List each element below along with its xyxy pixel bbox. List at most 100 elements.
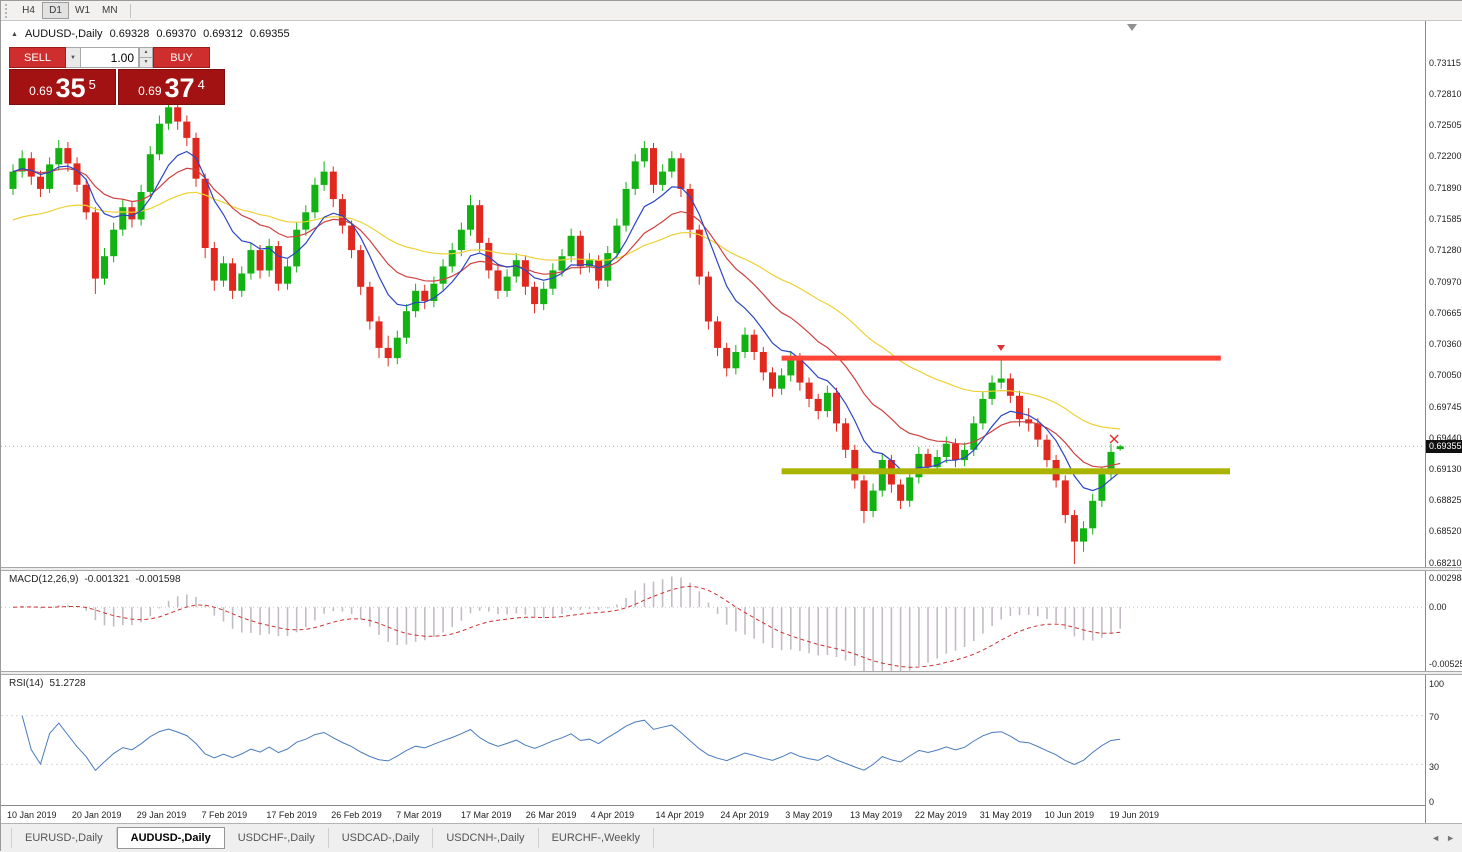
rsi-scale-label: 100 [1429,679,1445,689]
price-tick-label: 0.69440 [1429,432,1462,443]
candle-body [695,229,703,277]
macd-signal-value: -0.001598 [135,574,181,585]
timeframe-toolbar: H4 D1 W1 MN [1,1,1462,21]
ma-line-fast [12,150,1121,492]
date-axis-label: 13 May 2019 [850,810,903,820]
candle-body [668,158,676,172]
candle-body [119,207,127,230]
resistance-line[interactable] [781,355,1221,361]
candle-body [1089,500,1097,529]
candle-body [9,171,17,189]
candle-body [238,273,246,291]
candle-body [686,188,694,230]
tab-eurchf-weekly[interactable]: EURCHF-,Weekly [539,828,654,848]
candle-body [27,158,35,177]
candle-body [412,290,420,312]
panel-splitter-macd[interactable] [1,567,1462,571]
candle-body [18,158,26,172]
date-axis-label: 7 Feb 2019 [201,810,248,820]
candle-body [805,382,813,399]
candle-body [375,321,383,348]
price-tick-label: 0.71585 [1429,213,1462,224]
buy-price-display[interactable]: 0.69 37 4 [118,69,225,105]
candle-body [457,229,465,251]
candle-body [1016,395,1023,420]
rsi-scale-label: 0 [1429,797,1435,807]
buy-button[interactable]: BUY [153,47,210,68]
chart-shift-icon[interactable] [1127,24,1137,31]
candle-body [613,225,621,254]
rsi-indicator-panel[interactable] [1,675,1425,805]
date-axis[interactable]: 10 Jan 2019 20 Jan 2019 29 Jan 2019 7 Feb 2… [1,805,1462,823]
candle-body [851,449,859,481]
sell-button[interactable]: SELL [9,47,66,68]
candle-body [823,392,831,412]
macd-signal-line [12,585,1121,668]
macd-indicator-panel[interactable] [1,571,1425,671]
sell-price-pip-digit: 5 [88,77,96,92]
tab-audusd-daily[interactable]: AUDUSD-,Daily [116,827,225,849]
price-tick-label: 0.70050 [1429,370,1462,381]
support-line[interactable] [781,468,1230,475]
timeframe-w1-button[interactable]: W1 [75,5,90,16]
candle-body [476,205,484,243]
toolbar-grip[interactable] [5,3,10,18]
candle-body [732,352,740,369]
candle-body [430,283,438,301]
candle-body [274,246,282,284]
tab-usdchf-daily[interactable]: USDCHF-,Daily [225,828,329,848]
timeframe-d1-button[interactable]: D1 [42,2,69,19]
price-tick-label: 0.70665 [1429,307,1462,318]
candle-body [311,184,319,213]
candle-body [897,484,905,501]
price-scale[interactable]: 0.73115 0.72810 0.72505 0.72200 0.71890 0.715… [1425,21,1462,823]
candle-body [640,148,648,162]
tab-scroll-left-icon[interactable]: ◄ [1431,833,1441,843]
candle-body [1070,515,1078,542]
macd-title: MACD(12,26,9) [9,574,79,585]
candle-body [393,337,401,359]
candle-body [750,334,758,352]
buy-price-big-digits: 37 [164,73,195,103]
candle-body [915,453,923,478]
tab-scroll-arrows: ◄ ► [1431,833,1455,843]
candle-body [933,457,941,468]
candle-body [348,225,356,251]
price-tick-label: 0.68520 [1429,526,1462,537]
candle-body [769,372,776,389]
candle-body [448,250,456,267]
ohlc-open-value: 0.69328 [109,28,150,40]
volume-input[interactable] [81,47,139,68]
candle-body [421,290,429,301]
candle-body [924,453,932,468]
candle-body [1080,528,1087,542]
panel-splitter-rsi[interactable] [1,671,1462,675]
date-axis-label: 20 Jan 2019 [71,810,122,820]
timeframe-mn-button[interactable]: MN [102,5,118,16]
ma-line-medium [12,167,1121,468]
tab-usdcnh-daily[interactable]: USDCNH-,Daily [433,828,539,848]
date-axis-label: 26 Feb 2019 [331,810,382,820]
price-chart[interactable] [1,21,1425,567]
candle-body [860,480,868,511]
candle-body [165,107,173,124]
tab-scroll-right-icon[interactable]: ► [1446,833,1455,843]
candle-body [906,477,914,501]
volume-dropdown-icon[interactable]: ▼ [66,47,81,68]
candle-body [1116,446,1124,450]
tab-eurusd-daily[interactable]: EURUSD-,Daily [11,828,117,848]
candle-body [320,171,328,185]
timeframe-h4-button[interactable]: H4 [22,5,35,16]
toolbar-separator [129,3,131,18]
date-axis-label: 19 Jun 2019 [1109,810,1159,820]
sell-price-display[interactable]: 0.69 35 5 [9,69,116,105]
candle-body [952,443,959,460]
candle-body [576,235,584,267]
volume-up-icon[interactable]: ▲ [139,47,152,58]
rsi-line [21,715,1121,772]
candle-body [549,270,557,289]
one-click-collapse-icon[interactable]: ▲ [11,30,18,38]
volume-down-icon[interactable]: ▼ [139,58,152,68]
price-tick-label: 0.72810 [1429,89,1462,100]
tab-usdcad-daily[interactable]: USDCAD-,Daily [329,828,434,848]
